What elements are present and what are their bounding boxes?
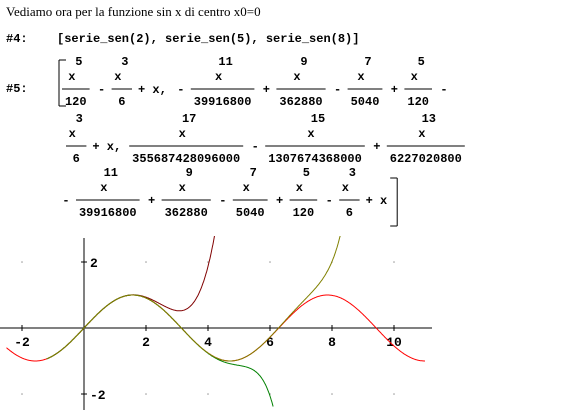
fraction-variable: x: [114, 70, 121, 84]
expression-label-4: #4:: [6, 32, 28, 46]
expression-input-4[interactable]: [serie_sen(2), serie_sen(5), serie_sen(8…: [57, 32, 360, 46]
fraction-variable: x: [243, 181, 250, 195]
x-tick-label: 8: [328, 335, 336, 350]
fraction-exponent: 7: [250, 166, 257, 180]
fraction-denominator: 6: [346, 206, 353, 220]
fraction-variable: x: [215, 70, 222, 84]
comment-line: Vediamo ora per la funzione sin x di cen…: [6, 4, 261, 19]
fraction-exponent: 5: [418, 55, 425, 69]
fraction-denominator: 5040: [351, 95, 380, 109]
grid-dot: [207, 261, 209, 263]
operator-sign: +: [373, 140, 380, 154]
fraction-exponent: 11: [218, 55, 232, 69]
fraction-variable: x: [296, 181, 303, 195]
grid-dot: [145, 393, 147, 395]
grid-dot: [145, 261, 147, 263]
expression-text: + x,: [138, 83, 167, 97]
fraction-exponent: 3: [76, 112, 83, 126]
expression-text: + x: [366, 194, 388, 208]
fraction-denominator: 120: [407, 95, 429, 109]
fraction-denominator: 39916800: [194, 95, 252, 109]
grid-dot: [393, 261, 395, 263]
operator-sign: -: [177, 83, 184, 97]
operator-sign: -: [440, 83, 447, 97]
operator-sign: -: [252, 140, 259, 154]
fraction-exponent: 5: [75, 55, 82, 69]
fraction-denominator: 362880: [279, 95, 322, 109]
operator-sign: -: [334, 83, 341, 97]
expression-label-5: #5:: [6, 82, 28, 96]
fraction-variable: x: [100, 181, 107, 195]
plot-series-order-11: [46, 294, 274, 407]
fraction-variable: x: [69, 127, 76, 141]
grid-dot: [331, 393, 333, 395]
fraction-exponent: 9: [186, 166, 193, 180]
fraction-exponent: 11: [104, 166, 118, 180]
fraction-variable: x: [68, 70, 75, 84]
fraction-denominator: 6227020800: [390, 152, 462, 166]
function-plot[interactable]: -2 2 4 6 8 10 2 -2: [0, 236, 440, 412]
operator-sign: +: [148, 194, 155, 208]
fraction-denominator: 6: [73, 152, 80, 166]
operator-sign: +: [391, 83, 398, 97]
operator-sign: +: [276, 194, 283, 208]
fraction-variable: x: [418, 127, 425, 141]
y-tick-label: -2: [90, 388, 106, 403]
operator-sign: +: [263, 83, 270, 97]
fraction-variable: x: [293, 70, 300, 84]
plot-series-order-17: [46, 236, 341, 362]
operator-sign: -: [62, 194, 69, 208]
fraction-variable: x: [342, 181, 349, 195]
fraction-variable: x: [357, 70, 364, 84]
fraction-variable: x: [179, 127, 186, 141]
fraction-denominator: 120: [65, 95, 87, 109]
grid-dot: [21, 393, 23, 395]
operator-sign: -: [219, 194, 226, 208]
fraction-variable: x: [411, 70, 418, 84]
fraction-exponent: 9: [300, 55, 307, 69]
fraction-exponent: 7: [364, 55, 371, 69]
fraction-denominator: 355687428096000: [132, 152, 240, 166]
grid-dot: [269, 261, 271, 263]
x-tick-label: -2: [14, 335, 30, 350]
fraction-denominator: 362880: [165, 206, 208, 220]
fraction-exponent: 3: [349, 166, 356, 180]
fraction-denominator: 120: [293, 206, 315, 220]
grid-dot: [207, 393, 209, 395]
x-tick-label: 4: [204, 335, 212, 350]
fraction-exponent: 17: [182, 112, 196, 126]
y-tick-label: 2: [90, 256, 98, 271]
fraction-exponent: 3: [121, 55, 128, 69]
fraction-exponent: 13: [422, 112, 436, 126]
fraction-variable: x: [307, 127, 314, 141]
grid-dot: [21, 261, 23, 263]
fraction-exponent: 5: [303, 166, 310, 180]
fraction-denominator: 5040: [236, 206, 265, 220]
operator-sign: -: [326, 194, 333, 208]
operator-sign: -: [98, 83, 105, 97]
x-tick-label: 6: [266, 335, 274, 350]
x-tick-label: 2: [142, 335, 150, 350]
expression-text: + x,: [92, 140, 121, 154]
fraction-variable: x: [179, 181, 186, 195]
grid-dot: [393, 393, 395, 395]
fraction-exponent: 15: [311, 112, 325, 126]
fraction-denominator: 1307674368000: [268, 152, 362, 166]
fraction-denominator: 6: [118, 95, 125, 109]
x-tick-label: 10: [386, 335, 402, 350]
fraction-denominator: 39916800: [79, 206, 137, 220]
